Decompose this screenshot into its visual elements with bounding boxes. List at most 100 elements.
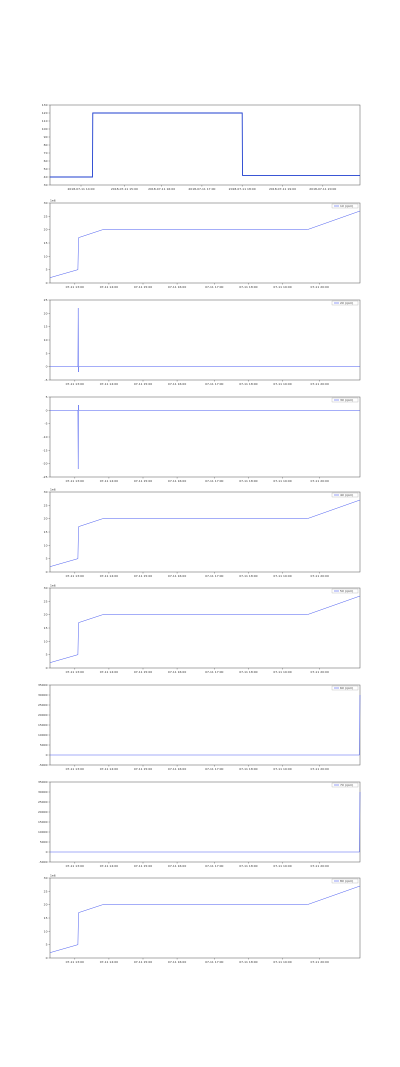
y-tick-label: 10000 xyxy=(38,733,48,737)
legend-box xyxy=(331,685,359,691)
data-line xyxy=(49,499,361,567)
legend-label: 5X (rpm) xyxy=(340,589,353,593)
x-tick-label: 2018-07-11 14:00 xyxy=(67,187,94,191)
legend-box xyxy=(331,782,359,788)
x-tick-label: 07-11 14:00 xyxy=(100,285,118,289)
y-tick-label: 15000 xyxy=(38,820,48,824)
legend-box xyxy=(331,878,359,884)
x-tick-label: 07-11 15:00 xyxy=(134,670,152,674)
y-tick-label: 15 xyxy=(44,530,48,534)
x-tick-label: 2018-07-11 15:00 xyxy=(111,187,138,191)
y-tick-label: 5 xyxy=(46,351,48,355)
y-tick-label: 0 xyxy=(46,365,48,369)
y-tick-label: 60 xyxy=(44,159,48,163)
legend-box xyxy=(331,203,359,209)
y-tick-label: 10 xyxy=(44,543,48,547)
y-tick-label: 130 xyxy=(42,103,48,107)
y-tick-label: 20 xyxy=(44,228,48,232)
x-tick-label: 07-11 17:00 xyxy=(205,382,223,386)
y-tick-label: 20 xyxy=(44,613,48,617)
y-tick-label: -5000 xyxy=(39,860,48,864)
x-tick-label: 07-11 17:00 xyxy=(205,864,223,868)
x-tick-label: 07-11 14:00 xyxy=(100,960,118,964)
x-tick-label: 07-11 18:00 xyxy=(239,960,257,964)
x-tick-label: 07-11 20:00 xyxy=(311,382,329,386)
x-tick-label: 07-11 13:00 xyxy=(66,767,84,771)
y-tick-label: 30 xyxy=(44,876,48,880)
offset-label: 1e6 xyxy=(50,488,56,492)
y-tick-label: 15 xyxy=(44,626,48,630)
x-tick-label: 07-11 18:00 xyxy=(239,670,257,674)
y-tick-label: 0 xyxy=(46,570,48,574)
x-tick-label: 07-11 18:00 xyxy=(239,382,257,386)
x-tick-label: 07-11 13:00 xyxy=(66,285,84,289)
y-tick-label: 25 xyxy=(44,503,48,507)
y-tick-label: 30 xyxy=(44,201,48,205)
y-tick-label: 35000 xyxy=(38,683,48,687)
data-line xyxy=(49,210,361,278)
offset-label: 1e6 xyxy=(50,199,56,203)
plot-frame xyxy=(49,781,361,863)
y-tick-label: -10 xyxy=(43,435,48,439)
x-tick-label: 07-11 15:00 xyxy=(134,285,152,289)
x-tick-label: 07-11 17:00 xyxy=(205,670,223,674)
offset-label: 1e6 xyxy=(50,584,56,588)
x-tick-label: 07-11 17:00 xyxy=(205,767,223,771)
data-line xyxy=(50,791,361,853)
x-tick-label: 07-11 14:00 xyxy=(100,864,118,868)
data-line xyxy=(50,307,360,373)
y-tick-label: 20 xyxy=(44,517,48,521)
legend-box xyxy=(331,492,359,498)
x-tick-label: 2018-07-11 18:00 xyxy=(229,187,256,191)
data-line xyxy=(50,694,361,756)
y-tick-label: 15 xyxy=(44,325,48,329)
y-tick-label: -15 xyxy=(43,448,48,452)
x-tick-label: 07-11 14:00 xyxy=(100,382,118,386)
x-tick-label: 07-11 16:00 xyxy=(168,864,186,868)
x-tick-label: 07-11 15:00 xyxy=(134,574,152,578)
plot-frame xyxy=(49,104,361,186)
y-tick-label: 5000 xyxy=(40,743,48,747)
plot-frame xyxy=(49,587,361,669)
x-tick-label: 07-11 20:00 xyxy=(311,670,329,674)
legend-label: 4X (rpm) xyxy=(340,493,353,497)
x-tick-label: 07-11 16:00 xyxy=(168,670,186,674)
y-tick-label: 20000 xyxy=(38,713,48,717)
y-tick-label: -5000 xyxy=(39,763,48,767)
x-tick-label: 07-11 14:00 xyxy=(100,479,118,483)
x-tick-label: 07-11 14:00 xyxy=(100,574,118,578)
x-tick-label: 07-11 13:00 xyxy=(66,670,84,674)
x-tick-label: 07-11 15:00 xyxy=(134,382,152,386)
x-tick-label: 07-11 17:00 xyxy=(205,285,223,289)
data-line xyxy=(50,404,360,470)
y-tick-label: 5 xyxy=(46,395,48,399)
x-tick-label: 07-11 13:00 xyxy=(66,960,84,964)
x-tick-label: 07-11 14:00 xyxy=(100,767,118,771)
legend-label: 6X (rpm) xyxy=(340,686,353,690)
x-tick-label: 07-11 13:00 xyxy=(66,574,84,578)
x-tick-label: 2018-07-11 17:00 xyxy=(188,187,215,191)
x-tick-label: 07-11 15:00 xyxy=(134,767,152,771)
legend-label: 7X (rpm) xyxy=(340,783,353,787)
y-tick-label: -25 xyxy=(43,475,48,479)
x-tick-label: 07-11 18:00 xyxy=(239,479,257,483)
x-tick-label: 07-11 19:00 xyxy=(273,767,291,771)
y-tick-label: 15 xyxy=(44,241,48,245)
x-tick-label: 07-11 15:00 xyxy=(134,864,152,868)
y-tick-label: 30 xyxy=(44,586,48,590)
x-tick-label: 07-11 20:00 xyxy=(311,864,329,868)
plot-frame xyxy=(49,202,361,284)
y-tick-label: 90 xyxy=(44,135,48,139)
x-tick-label: 07-11 15:00 xyxy=(134,479,152,483)
x-tick-label: 07-11 19:00 xyxy=(273,670,291,674)
x-tick-label: 07-11 13:00 xyxy=(66,382,84,386)
x-tick-label: 07-11 16:00 xyxy=(168,479,186,483)
x-tick-label: 07-11 16:00 xyxy=(168,767,186,771)
x-tick-label: 07-11 18:00 xyxy=(239,864,257,868)
x-tick-label: 07-11 17:00 xyxy=(205,574,223,578)
x-tick-label: 2018-07-11 20:00 xyxy=(309,187,336,191)
y-tick-label: 10 xyxy=(44,639,48,643)
legend-label: 1X (rpm) xyxy=(340,204,353,208)
x-tick-label: 07-11 19:00 xyxy=(273,574,291,578)
